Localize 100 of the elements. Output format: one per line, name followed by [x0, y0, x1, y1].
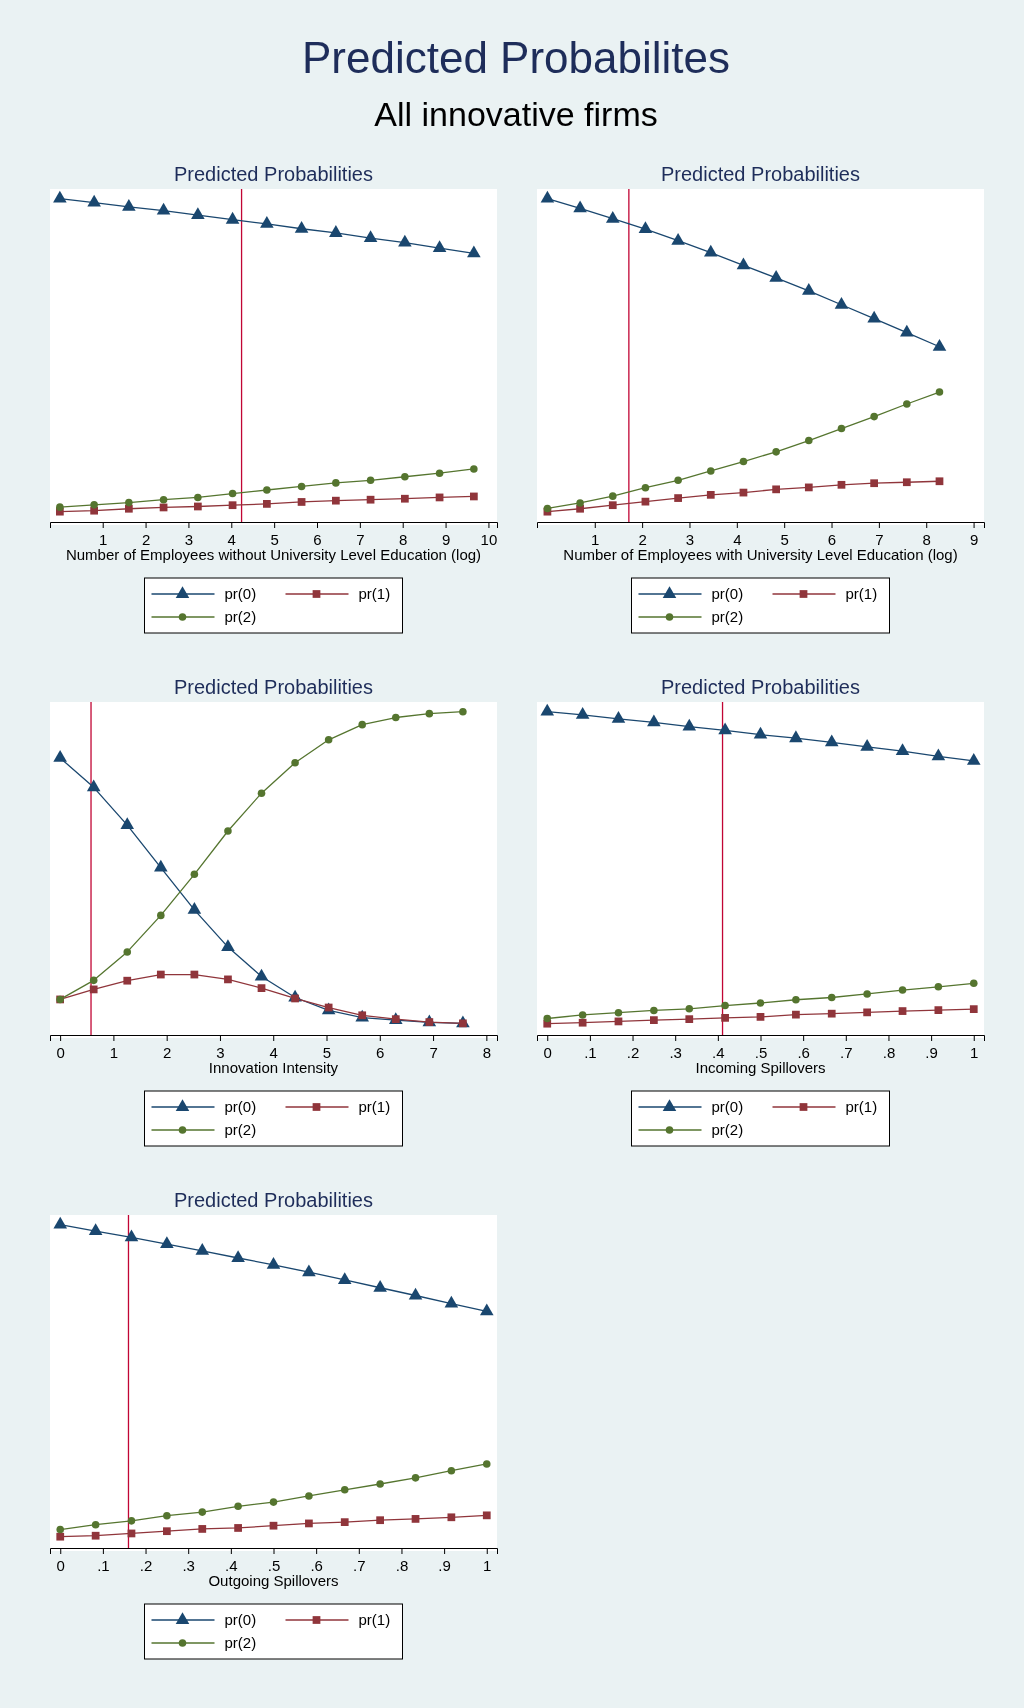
point	[337, 1272, 352, 1284]
point	[398, 234, 412, 247]
point	[573, 200, 587, 213]
point	[736, 257, 751, 270]
point	[324, 736, 333, 744]
x-tick-label: 6	[313, 530, 322, 548]
point	[824, 734, 839, 747]
x-tick-label: 0	[543, 1043, 552, 1061]
point	[898, 986, 907, 994]
point	[187, 902, 202, 914]
point	[753, 726, 768, 739]
point	[91, 1531, 100, 1540]
point	[373, 1279, 387, 1292]
legend-label: pr(0)	[224, 585, 257, 602]
x-tick-label: 1	[99, 530, 108, 548]
point	[127, 1517, 136, 1525]
point	[221, 939, 235, 951]
x-axis-title: Incoming Spillovers	[695, 1059, 826, 1076]
x-tick-label: .4	[712, 1043, 725, 1061]
point	[834, 296, 849, 309]
point	[56, 1532, 65, 1541]
point	[376, 1480, 384, 1488]
point	[614, 1008, 623, 1017]
x-tick-label: 1	[591, 530, 600, 548]
point	[305, 1492, 313, 1500]
point	[340, 1486, 349, 1494]
legend-label: pr(1)	[845, 1098, 878, 1115]
x-tick-label: 2	[141, 530, 151, 548]
point	[193, 502, 202, 511]
point	[870, 479, 879, 488]
point	[671, 232, 685, 245]
legend-label: pr(0)	[711, 585, 744, 602]
point	[721, 1013, 729, 1022]
point	[902, 478, 911, 487]
point	[837, 424, 846, 433]
point	[447, 1466, 456, 1475]
legend-label: pr(2)	[224, 1634, 257, 1651]
legend-label: pr(1)	[358, 1611, 391, 1628]
point	[228, 501, 237, 510]
x-tick-label: .8	[395, 1556, 409, 1574]
point	[53, 750, 67, 762]
point	[159, 495, 168, 504]
x-tick-label: .2	[139, 1556, 153, 1574]
point	[302, 1264, 316, 1277]
point	[156, 202, 171, 215]
point	[89, 985, 98, 994]
point	[578, 1011, 587, 1019]
point	[156, 970, 165, 979]
point	[297, 482, 306, 491]
point	[805, 436, 813, 445]
point	[125, 498, 133, 507]
x-tick-label: .9	[925, 1043, 938, 1061]
point	[401, 472, 409, 481]
point	[408, 1287, 423, 1300]
point	[294, 220, 309, 233]
point	[269, 1498, 278, 1506]
x-tick-label: 4	[269, 1043, 278, 1061]
point	[263, 486, 271, 494]
x-tick-label: .6	[797, 1043, 810, 1061]
point	[190, 870, 199, 879]
x-tick-label: 1	[109, 1043, 119, 1061]
legend-label: pr(0)	[224, 1098, 257, 1115]
x-tick-label: 5	[270, 530, 279, 548]
point	[682, 718, 697, 731]
x-tick-label: 10	[480, 530, 498, 548]
point	[53, 1216, 68, 1229]
point	[575, 707, 590, 719]
point	[756, 1013, 765, 1021]
point	[792, 1010, 800, 1019]
point	[198, 1508, 207, 1516]
point	[837, 480, 846, 489]
point	[340, 1518, 349, 1527]
x-tick-label: 2	[163, 1043, 172, 1061]
point	[804, 483, 813, 492]
point	[470, 465, 478, 473]
x-tick-label: .7	[840, 1043, 853, 1061]
point	[789, 730, 803, 743]
point	[772, 448, 780, 456]
x-tick-label: .8	[882, 1043, 896, 1061]
point	[53, 190, 67, 203]
point	[685, 1005, 694, 1013]
point	[479, 1303, 494, 1316]
point	[366, 495, 375, 504]
point	[827, 1009, 836, 1018]
point	[195, 1243, 210, 1255]
point	[291, 759, 299, 767]
point	[685, 1015, 694, 1024]
point	[674, 476, 682, 485]
point	[444, 1295, 459, 1308]
x-tick-label: 6	[376, 1043, 385, 1061]
x-tick-label: .2	[626, 1043, 640, 1061]
point	[792, 995, 800, 1004]
point	[863, 990, 871, 998]
x-tick-label: 3	[685, 530, 695, 548]
x-tick-label: 4	[733, 530, 742, 548]
point	[934, 1006, 943, 1014]
point	[605, 210, 620, 223]
point	[827, 993, 836, 1002]
point	[802, 282, 816, 295]
point	[123, 948, 132, 956]
